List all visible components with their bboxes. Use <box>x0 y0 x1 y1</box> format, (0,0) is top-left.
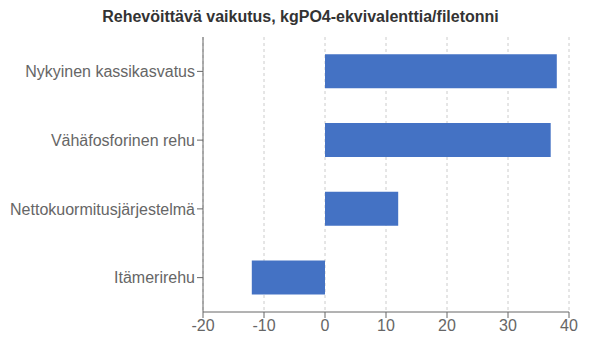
svg-text:-10: -10 <box>252 317 275 334</box>
svg-text:10: 10 <box>377 317 395 334</box>
svg-text:20: 20 <box>438 317 456 334</box>
svg-text:Nykyinen kassikasvatus: Nykyinen kassikasvatus <box>25 63 195 80</box>
svg-text:0: 0 <box>321 317 330 334</box>
html-text:Rehevöittävä vaikutus, kgPO4-e: Rehevöittävä vaikutus, kgPO4-ekvivalentt… <box>102 8 499 25</box>
svg-text:Itämerirehu: Itämerirehu <box>114 269 195 286</box>
svg-text:30: 30 <box>499 317 517 334</box>
svg-text:Nettokuormitusjärjestelmä: Nettokuormitusjärjestelmä <box>10 201 195 218</box>
svg-text:-20: -20 <box>191 317 214 334</box>
svg-text:Vähäfosforinen rehu: Vähäfosforinen rehu <box>51 132 195 149</box>
svg-text:40: 40 <box>560 317 578 334</box>
